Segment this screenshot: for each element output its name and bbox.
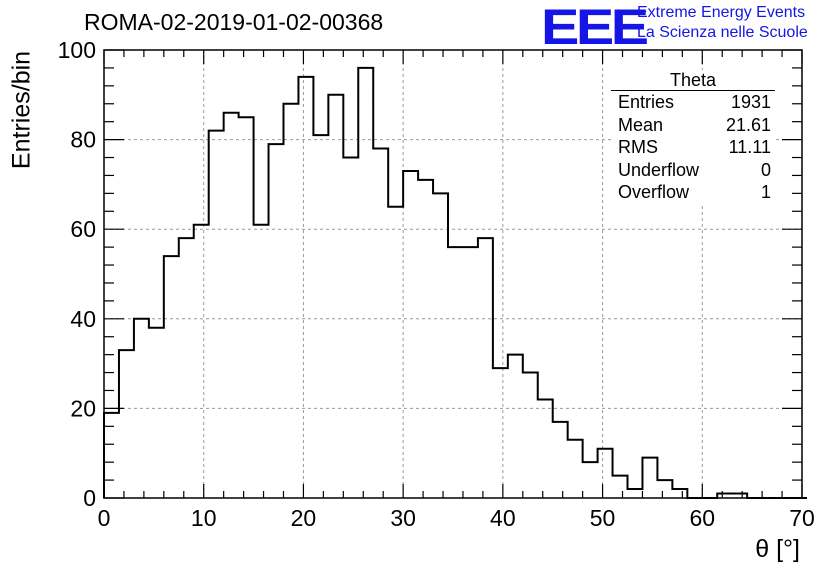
- stats-row-mean: Mean 21.61: [611, 114, 775, 137]
- y-tick-label: 100: [58, 37, 96, 63]
- plot-frame: [103, 49, 803, 499]
- x-tick-label: 60: [689, 505, 715, 531]
- eee-logo-mark: EEE: [541, 0, 649, 55]
- stats-row-overflow: Overflow 1: [611, 181, 775, 204]
- logo-line-2: La Scienza nelle Scuole: [637, 24, 808, 41]
- y-tick-label: 40: [70, 306, 96, 332]
- x-tick-label: 0: [98, 505, 111, 531]
- stats-value: 21.61: [725, 114, 771, 135]
- stats-label: Underflow: [618, 159, 700, 180]
- stats-row-entries: Entries 1931: [611, 91, 775, 114]
- stats-label: Mean: [618, 114, 664, 135]
- stats-title: Theta: [611, 70, 775, 91]
- stats-box: Theta Entries 1931 Mean 21.61 RMS 11.11 …: [611, 70, 775, 204]
- stats-value: 1: [760, 182, 771, 203]
- stats-label: Entries: [618, 92, 675, 112]
- y-tick-label: 0: [83, 485, 96, 511]
- plot-title: ROMA-02-2019-01-02-00368: [84, 9, 384, 35]
- x-tick-label: 20: [291, 505, 317, 531]
- stats-value: 0: [760, 159, 771, 180]
- stats-label: Overflow: [618, 182, 690, 203]
- histogram-series: [103, 66, 807, 499]
- x-tick-label: 40: [490, 505, 516, 531]
- stats-value: 1931: [730, 92, 771, 112]
- x-tick-label: 50: [590, 505, 616, 531]
- y-tick-label: 80: [70, 127, 96, 153]
- logo-line-1: Extreme Energy Events: [637, 4, 806, 21]
- y-axis-label: Entries/bin: [7, 50, 36, 170]
- stats-label: RMS: [618, 137, 658, 158]
- x-axis-label: θ [°]: [755, 535, 800, 563]
- stats-row-rms: RMS 11.11: [611, 136, 775, 159]
- x-tick-label: 70: [789, 505, 815, 531]
- x-tick-label: 10: [191, 505, 217, 531]
- stats-row-underflow: Underflow 0: [611, 159, 775, 182]
- y-tick-label: 60: [70, 216, 96, 242]
- stats-value: 11.11: [728, 137, 771, 158]
- y-tick-label: 20: [70, 395, 96, 421]
- x-tick-label: 30: [390, 505, 416, 531]
